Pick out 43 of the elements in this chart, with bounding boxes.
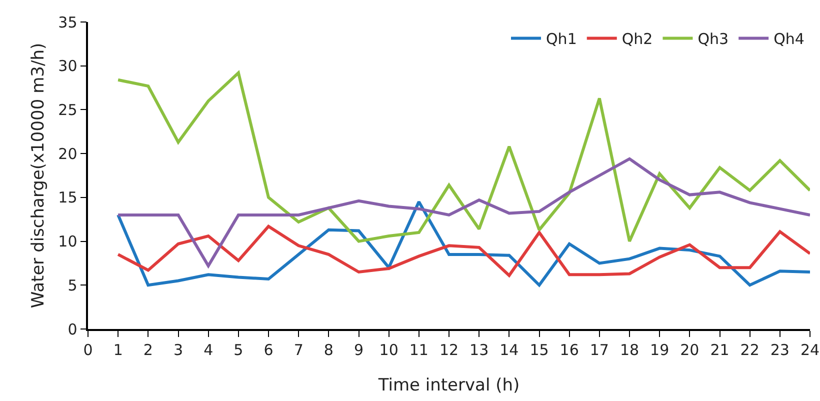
x-tick-label: 13 bbox=[470, 340, 489, 359]
x-tick-label: 12 bbox=[439, 340, 459, 359]
x-tick-label: 10 bbox=[379, 340, 398, 359]
x-tick-label: 20 bbox=[680, 340, 700, 359]
x-tick-label: 6 bbox=[264, 340, 274, 359]
x-tick-label: 21 bbox=[710, 340, 730, 359]
y-axis-title: Water discharge(x10000 m3/h) bbox=[28, 42, 48, 308]
x-tick-label: 1 bbox=[113, 340, 123, 359]
x-tick-label: 2 bbox=[143, 340, 153, 359]
y-tick-label: 35 bbox=[58, 13, 78, 32]
y-tick-label: 20 bbox=[58, 144, 78, 163]
x-tick-label: 18 bbox=[620, 340, 640, 359]
x-tick-label: 7 bbox=[294, 340, 304, 359]
legend-label: Qh1 bbox=[546, 30, 577, 48]
x-tick-label: 15 bbox=[530, 340, 549, 359]
x-tick-label: 9 bbox=[354, 340, 364, 359]
x-tick-label: 23 bbox=[770, 340, 790, 359]
legend-label: Qh4 bbox=[774, 30, 804, 48]
x-tick-label: 11 bbox=[409, 340, 428, 359]
x-tick-label: 3 bbox=[173, 340, 184, 359]
line-series bbox=[116, 157, 810, 268]
legend-label: Qh2 bbox=[622, 30, 653, 48]
x-tick-label: 5 bbox=[234, 340, 244, 359]
y-tick-label: 25 bbox=[58, 100, 78, 119]
line-series bbox=[116, 71, 810, 243]
x-tick-label: 8 bbox=[324, 340, 334, 359]
x-tick-label: 22 bbox=[740, 340, 760, 359]
x-tick-label: 19 bbox=[650, 340, 670, 359]
y-tick-label: 5 bbox=[68, 276, 78, 294]
x-tick-label: 17 bbox=[590, 340, 609, 359]
y-tick-label: 30 bbox=[58, 57, 78, 76]
x-axis-title: Time interval (h) bbox=[377, 376, 520, 396]
x-tick-label: 4 bbox=[204, 340, 214, 359]
x-tick-label: 0 bbox=[83, 340, 93, 359]
x-tick-label: 14 bbox=[500, 340, 519, 359]
line-series bbox=[116, 200, 810, 287]
y-tick-label: 15 bbox=[58, 188, 78, 207]
legend-label: Qh3 bbox=[698, 30, 729, 48]
y-tick-label: 10 bbox=[58, 232, 78, 251]
y-tick-label: 0 bbox=[68, 320, 78, 338]
x-tick-label: 24 bbox=[800, 340, 820, 359]
x-tick-label: 16 bbox=[560, 340, 579, 359]
line-series bbox=[116, 224, 810, 277]
